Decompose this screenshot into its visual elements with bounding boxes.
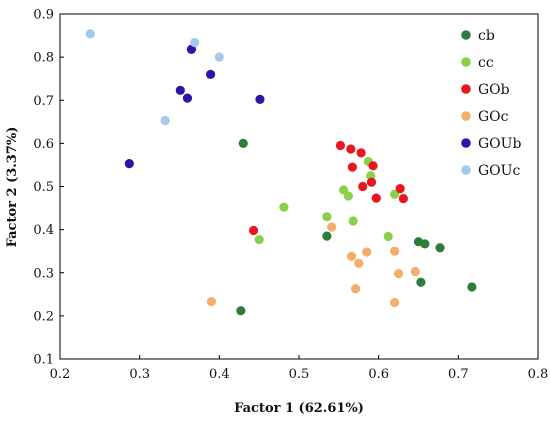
x-tick-label: 0.4 [209,367,230,382]
point-cb [416,277,426,287]
point-cc [254,234,264,245]
point-goc [346,251,357,261]
point-goub [175,85,185,95]
legend-marker-cb [461,30,471,40]
point-cc [348,216,358,226]
point-gob [395,184,405,194]
point-goc [390,297,400,308]
point-goc [393,269,404,279]
point-cc [383,231,393,242]
legend-label-gouc: GOUc [478,163,520,179]
point-goc [390,246,400,256]
x-tick-label: 0.6 [368,367,389,382]
point-cb [435,243,445,253]
point-gob [335,140,346,151]
point-cb [420,239,430,249]
axis-ticks: 0.2 0.3 0.4 0.5 0.6 0.7 0.80.10.20.30.40.50.60… [33,8,548,383]
point-cc [279,202,289,212]
point-gob [346,144,356,154]
x-tick-label: 0.8 [528,367,549,382]
legend-label-gob: GOb [478,82,510,98]
legend-marker-goub [461,138,471,148]
point-gob [398,193,408,204]
point-gouc [214,52,224,62]
point-cb [236,306,246,316]
legend-marker-cc [461,57,471,67]
point-cc [322,212,332,222]
point-goc [410,266,420,277]
y-tick-label: 0.6 [33,137,54,152]
point-goc [327,222,337,232]
y-tick-label: 0.1 [33,353,54,368]
y-tick-label: 0.5 [33,180,54,195]
point-goc [206,297,216,307]
point-gob [347,162,357,172]
legend-marker-goc [461,111,471,121]
point-gouc [190,37,200,48]
x-tick-label: 0.7 [448,367,469,382]
y-tick-label: 0.7 [33,94,54,109]
x-tick-label: 0.2 [50,367,71,382]
x-axis-title: Factor 1 (62.61%) [234,401,364,416]
point-gob [248,225,259,236]
point-goc [354,258,364,268]
point-goc [350,284,361,294]
point-cc [343,191,353,201]
y-tick-label: 0.8 [33,51,54,66]
y-axis-title: Factor 2 (3.37%) [5,127,20,248]
point-cb [467,282,477,292]
data-points [85,29,477,316]
point-gouc [160,115,170,126]
x-tick-label: 0.5 [289,367,310,382]
point-cb [322,231,332,241]
point-gob [368,161,378,171]
legend: cb cc GOb GOc GOUb GOUc [461,28,521,179]
point-cc [390,189,400,199]
point-cb [238,138,248,148]
point-gob [356,148,366,158]
y-tick-label: 0.2 [33,309,54,324]
point-goub [182,93,193,103]
y-tick-label: 0.9 [33,8,54,23]
point-goub [205,69,216,79]
legend-label-goc: GOc [478,109,509,125]
legend-label-cc: cc [478,55,494,71]
point-goub [255,94,265,104]
point-goub [124,159,134,169]
point-goub [186,44,197,54]
point-gob [371,193,381,203]
point-gob [358,181,368,192]
point-gouc [85,29,95,39]
point-goc [362,247,372,257]
x-tick-label: 0.3 [129,367,150,382]
point-gob [366,177,377,187]
legend-marker-gouc [461,165,471,175]
legend-marker-gob [461,84,471,94]
y-tick-label: 0.4 [33,223,54,238]
legend-label-goub: GOUb [478,136,521,152]
legend-label-cb: cb [478,28,495,44]
y-tick-label: 0.3 [33,266,54,281]
